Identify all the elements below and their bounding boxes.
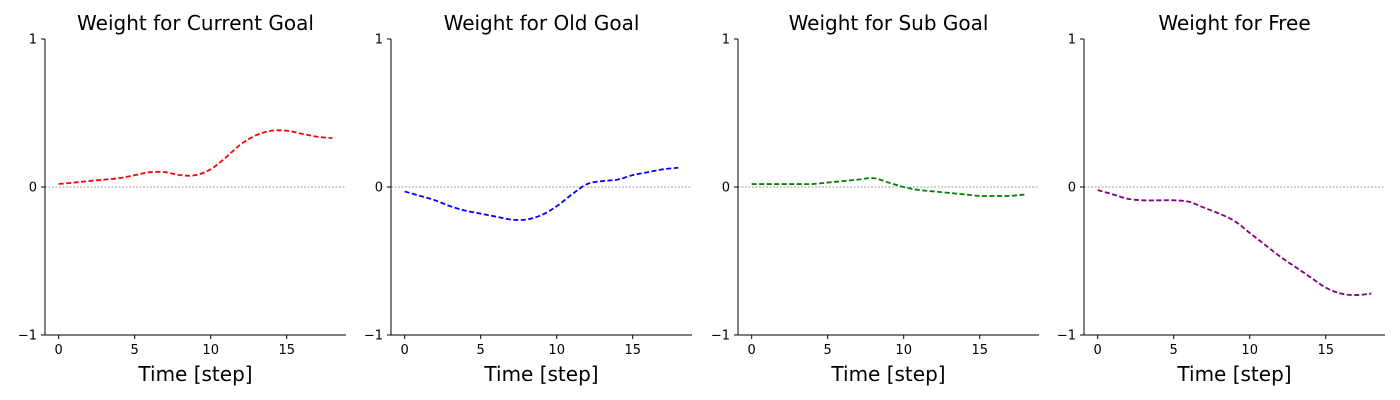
y-tick-label: −1: [1057, 329, 1076, 344]
chart-title: Weight for Sub Goal: [789, 11, 989, 35]
x-tick-label: 5: [477, 343, 485, 358]
x-tick-label: 10: [895, 343, 912, 358]
x-tick-label: 15: [278, 343, 295, 358]
series-line: [751, 177, 1026, 197]
x-tick-label: 0: [1094, 343, 1102, 358]
x-axis-label: Time [step]: [137, 362, 252, 386]
y-tick-label: 0: [375, 181, 383, 196]
x-tick-label: 0: [401, 343, 409, 358]
chart-title: Weight for Free: [1158, 11, 1310, 35]
series-line: [404, 166, 679, 221]
y-tick-label: 0: [29, 181, 37, 196]
y-tick-label: 0: [1068, 181, 1076, 196]
y-tick-label: 1: [722, 33, 730, 48]
x-tick-label: 10: [1241, 343, 1258, 358]
chart-title: Weight for Old Goal: [444, 11, 640, 35]
x-axis-label: Time [step]: [830, 362, 945, 386]
chart-title: Weight for Current Goal: [77, 11, 314, 35]
x-tick-label: 0: [55, 343, 63, 358]
x-axis-label: Time [step]: [1176, 362, 1291, 386]
y-tick-label: −1: [18, 329, 37, 344]
series-line: [1097, 189, 1372, 296]
x-tick-label: 10: [202, 343, 219, 358]
x-tick-label: 5: [131, 343, 139, 358]
x-tick-label: 15: [624, 343, 641, 358]
x-tick-label: 5: [824, 343, 832, 358]
x-tick-label: 15: [1317, 343, 1334, 358]
y-tick-label: 1: [29, 33, 37, 48]
x-tick-label: 0: [748, 343, 756, 358]
y-tick-label: −1: [711, 329, 730, 344]
x-tick-label: 15: [971, 343, 988, 358]
series-line: [58, 129, 333, 185]
y-tick-label: 1: [1068, 33, 1076, 48]
x-tick-label: 10: [548, 343, 565, 358]
x-tick-label: 5: [1170, 343, 1178, 358]
x-axis-label: Time [step]: [483, 362, 598, 386]
y-tick-label: −1: [364, 329, 383, 344]
y-tick-label: 1: [375, 33, 383, 48]
y-tick-label: 0: [722, 181, 730, 196]
